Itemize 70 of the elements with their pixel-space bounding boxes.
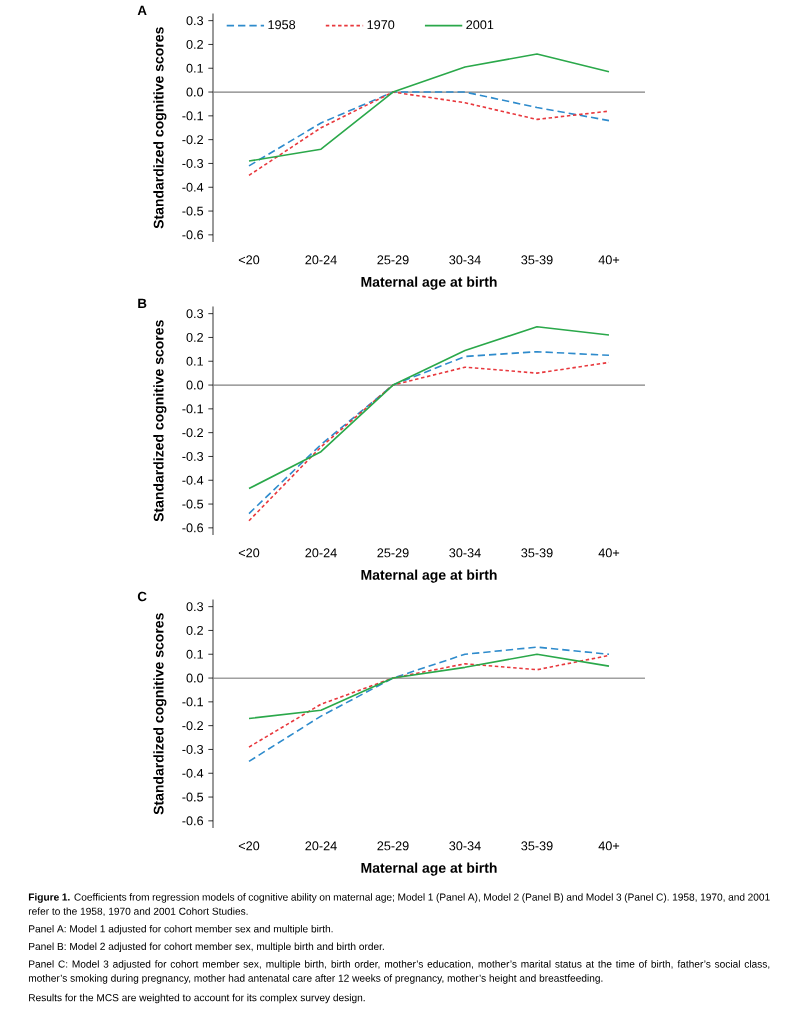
line-series	[248, 53, 610, 162]
x-tick-label: <20	[238, 841, 260, 851]
x-tick-label: <20	[238, 548, 260, 558]
y-tick-label: 0.2	[186, 332, 203, 342]
y-tick-label: 0.0	[186, 87, 204, 97]
x-tick-label: 20-24	[305, 255, 337, 265]
x-tick-label: <20	[238, 255, 260, 265]
x-tick-label: 40+	[598, 255, 620, 265]
legend-label: 1958	[268, 20, 296, 30]
y-tick-label: -0.2	[182, 428, 203, 438]
y-tick-label: 0.0	[186, 380, 204, 390]
y-tick-label: -0.4	[182, 182, 204, 192]
chart-title: A	[137, 5, 147, 15]
y-tick-label: 0.2	[186, 625, 203, 635]
y-tick-label: -0.1	[182, 111, 203, 121]
y-tick-label: 0.3	[186, 602, 204, 612]
legend-label: 1970	[367, 20, 395, 30]
y-tick-label: -0.5	[182, 792, 204, 802]
x-tick-label: 35-39	[521, 255, 553, 265]
text: Figure 1. Coefficients from regression models of cognitive ability on maternal age; Model 1 (Panel A), Model 2 (Panel B) and Model 3 (Panel C). 1958, 1970, and 2001 refer to the 1958, 1970 and 2001 Cohort Studies.	[28, 893, 770, 917]
x-tick-label: 25-29	[377, 255, 409, 265]
text: Results for the MCS are weighted to account for its complex survey design.	[29, 993, 365, 1004]
x-axis-title: Maternal age at birth	[361, 862, 497, 876]
x-tick-label: 40+	[598, 841, 620, 851]
text: Panel B: Model 2 adjusted for cohort member sex, multiple birth and birth order.	[29, 942, 384, 953]
chart-title: B	[138, 298, 147, 308]
line-series	[248, 653, 610, 720]
y-tick-label: 0.3	[186, 309, 204, 319]
y-axis-title: Standardized cognitive scores	[153, 320, 167, 522]
y-tick-label: 0.1	[186, 649, 203, 659]
y-tick-label: -0.4	[182, 768, 204, 778]
text: Panel C: Model 3 adjusted for cohort member sex, multiple birth, birth order, mother’s education, mother’s marital status at the time of birth, father’s social class, mother’s smoking during pregnancy, mother had antenatal care after 12 weeks of pregnancy, mother’s height and breastfeeding.	[28, 960, 770, 984]
y-tick-label: -0.5	[182, 206, 204, 216]
y-axis-title: Standardized cognitive scores	[153, 613, 167, 815]
y-tick-label: -0.6	[182, 523, 204, 533]
x-tick-label: 30-34	[449, 548, 481, 558]
line-series	[248, 325, 610, 490]
y-tick-label: -0.3	[182, 744, 204, 754]
x-tick-label: 35-39	[521, 548, 553, 558]
y-tick-label: -0.1	[182, 697, 203, 707]
y-tick-label: 0.1	[186, 63, 203, 73]
x-tick-label: 35-39	[521, 841, 553, 851]
x-tick-label: 25-29	[377, 548, 409, 558]
legend-label: 2001	[466, 20, 494, 30]
chart-title: C	[137, 591, 147, 602]
x-tick-label: 20-24	[305, 548, 337, 558]
x-tick-label: 20-24	[305, 841, 337, 851]
y-tick-label: -0.5	[182, 499, 204, 509]
y-tick-label: 0.0	[186, 673, 204, 683]
y-tick-label: -0.3	[182, 158, 204, 168]
x-tick-label: 25-29	[377, 841, 409, 851]
x-tick-label: 40+	[598, 548, 620, 558]
y-tick-label: -0.2	[182, 135, 203, 145]
y-tick-label: -0.2	[182, 721, 203, 731]
y-tick-label: -0.6	[182, 816, 204, 826]
y-tick-label: -0.3	[182, 451, 204, 461]
text: Panel A: Model 1 adjusted for cohort member sex and multiple birth.	[29, 925, 333, 935]
line-series	[248, 646, 610, 763]
y-tick-label: -0.1	[182, 404, 203, 414]
y-tick-label: -0.4	[182, 475, 204, 485]
y-axis-title: Standardized cognitive scores	[153, 27, 167, 229]
y-tick-label: 0.2	[186, 39, 203, 49]
y-tick-label: 0.1	[186, 356, 203, 366]
x-tick-label: 30-34	[449, 841, 481, 851]
line-series	[248, 654, 610, 748]
y-tick-label: -0.6	[182, 230, 204, 240]
y-tick-label: 0.3	[186, 16, 204, 26]
x-axis-title: Maternal age at birth	[361, 569, 497, 583]
x-axis-title: Maternal age at birth	[361, 276, 497, 290]
x-tick-label: 30-34	[449, 255, 481, 265]
